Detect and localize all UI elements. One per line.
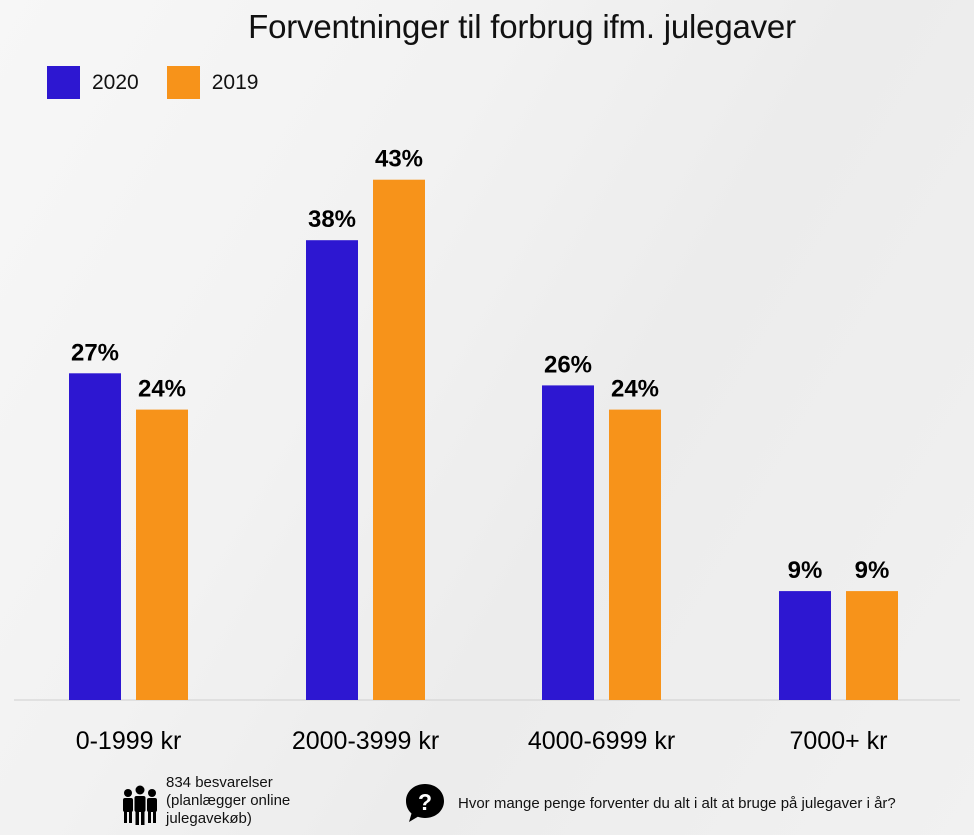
legend-item-2020: 2020 bbox=[47, 66, 139, 99]
data-label-2019-3: 24% bbox=[611, 376, 659, 403]
data-label-2019-1: 24% bbox=[138, 376, 186, 403]
category-label-2: 2000-3999 kr bbox=[292, 727, 439, 755]
legend-swatch-2019 bbox=[166, 66, 200, 99]
bar-2020-3 bbox=[542, 385, 594, 700]
category-label-3: 4000-6999 kr bbox=[528, 727, 675, 755]
responses-note-line3: julegavekøb) bbox=[166, 810, 252, 827]
question-bubble-icon: ? bbox=[406, 784, 444, 822]
legend-item-2019: 2019 bbox=[166, 66, 259, 99]
legend-label-2019: 2019 bbox=[211, 70, 259, 94]
bar-2020-2 bbox=[306, 240, 358, 700]
data-label-2020-1: 27% bbox=[71, 339, 119, 366]
data-label-2019-2: 43% bbox=[375, 146, 423, 173]
question-note: ? Hvor mange penge forventer du alt i al… bbox=[404, 782, 896, 824]
legend: 2020 2019 bbox=[47, 66, 286, 99]
data-label-2020-4: 9% bbox=[788, 557, 823, 584]
bar-2020-1 bbox=[69, 373, 121, 700]
data-label-2020-2: 38% bbox=[308, 206, 356, 233]
responses-note: 834 besvarelser (planlægger online juleg… bbox=[120, 774, 290, 828]
chart-title: Forventninger til forbrug ifm. julegaver bbox=[248, 8, 796, 45]
data-label-2019-4: 9% bbox=[855, 557, 890, 584]
responses-note-line2: (planlægger online bbox=[166, 792, 291, 809]
bar-2019-1 bbox=[136, 409, 188, 700]
people-group-icon bbox=[123, 785, 157, 825]
category-label-4: 7000+ kr bbox=[790, 727, 888, 755]
responses-count: 834 besvarelser bbox=[166, 774, 273, 791]
bar-2019-4 bbox=[846, 591, 898, 700]
bar-2019-3 bbox=[609, 409, 661, 700]
bar-2019-2 bbox=[373, 179, 425, 700]
survey-question: Hvor mange penge forventer du alt i alt … bbox=[458, 794, 896, 812]
svg-text:?: ? bbox=[418, 789, 432, 815]
legend-label-2020: 2020 bbox=[92, 70, 139, 94]
bar-chart: 27% 24% 0-1999 kr 38% 43% 2000-3999 kr 26% 24% 4… bbox=[14, 146, 960, 755]
bar-2020-4 bbox=[779, 591, 831, 700]
responses-text: 834 besvarelser (planlægger online juleg… bbox=[166, 774, 290, 828]
data-label-2020-3: 26% bbox=[544, 351, 592, 378]
legend-swatch-2020 bbox=[47, 66, 80, 99]
category-label-1: 0-1999 kr bbox=[76, 727, 182, 755]
